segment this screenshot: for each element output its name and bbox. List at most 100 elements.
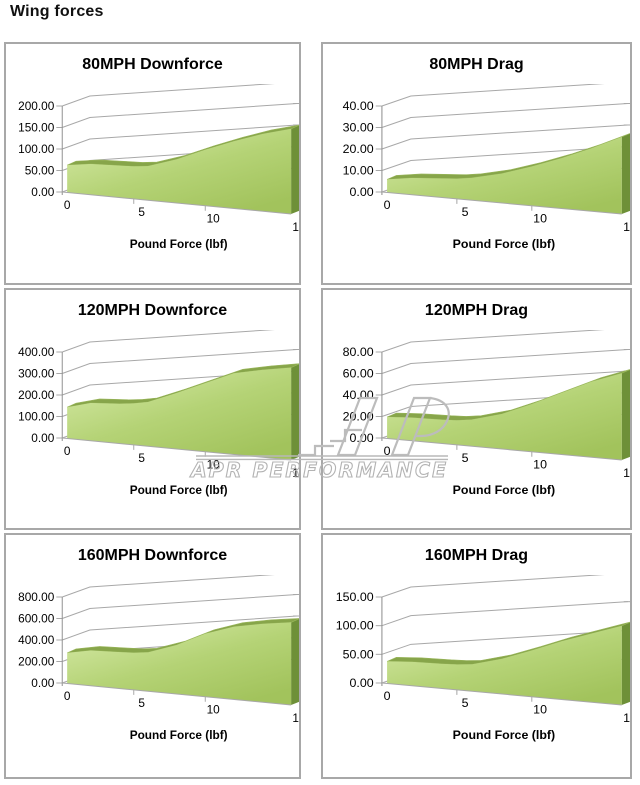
svg-text:10.00: 10.00 (343, 164, 374, 178)
x-tick-labels: 0 5 10 16 (384, 444, 630, 480)
x-tick-labels: 0 5 10 16 (64, 198, 299, 234)
chart-plot-area: 0 5 10 16 0.00 10.00 20.00 30.00 40.00 Pound Forc… (323, 84, 630, 283)
y-tick-labels: 0.00 100.00 200.00 300.00 400.00 (18, 345, 55, 445)
chart-plot-80mph-drag: 0 5 10 16 0.00 10.00 20.00 30.00 40.00 Pound Forc… (343, 84, 630, 251)
area-side-face (621, 369, 630, 460)
svg-text:16: 16 (623, 466, 630, 480)
area-side-face (621, 622, 630, 705)
svg-text:20.00: 20.00 (343, 410, 374, 424)
y-tick-labels: 0.00 50.00 100.00 150.00 (336, 590, 374, 690)
chart-plot-120mph-drag: 0 5 10 16 0.00 20.00 40.00 60.00 80.00 Pound Forc… (343, 330, 630, 497)
chart-panel-120mph-drag: 120MPH Drag 0 5 10 16 0.00 20.00 40.00 60.00 80.… (321, 288, 632, 530)
x-tick-labels: 0 5 10 16 (384, 689, 630, 725)
svg-text:200.00: 200.00 (18, 99, 55, 113)
svg-text:16: 16 (623, 711, 630, 725)
svg-text:200.00: 200.00 (18, 388, 55, 402)
chart-title: 160MPH Drag (424, 547, 529, 564)
chart-panel-160mph-downforce: 160MPH Downforce 0 5 10 16 0.00 200.00 400.00 6… (4, 533, 301, 779)
x-axis-title: Pound Force (lbf) (453, 483, 556, 497)
x-tick-labels: 0 5 10 16 (64, 444, 299, 480)
chart-title: 80MPH Downforce (82, 56, 223, 73)
x-tick-labels: 0 5 10 16 (384, 198, 630, 234)
chart-plot-area: 0 5 10 16 0.00 100.00 200.00 300.00 400.00 Pound … (6, 330, 299, 528)
y-tick-labels: 0.00 10.00 20.00 30.00 40.00 (343, 99, 374, 199)
svg-text:5: 5 (462, 205, 469, 219)
svg-text:10: 10 (207, 212, 221, 226)
svg-text:10: 10 (533, 703, 547, 717)
chart-title: 120MPH Downforce (77, 302, 228, 319)
svg-text:16: 16 (292, 220, 299, 234)
chart-plot-160mph-downforce: 0 5 10 16 0.00 200.00 400.00 600.00 800.00 Pound … (18, 575, 299, 742)
chart-plot-80mph-downforce: 0 5 10 16 0.00 50.00 100.00 150.00 200.00 Pound F… (18, 84, 299, 251)
svg-text:0.00: 0.00 (350, 431, 374, 445)
svg-text:0: 0 (64, 444, 71, 458)
svg-text:0: 0 (384, 198, 391, 212)
chart-plot-area: 0 5 10 16 0.00 50.00 100.00 150.00 Pound Force (… (323, 575, 630, 777)
area-top-ribbon (67, 363, 299, 408)
svg-text:0: 0 (64, 689, 71, 703)
x-axis-title: Pound Force (lbf) (130, 483, 228, 497)
x-axis-title: Pound Force (lbf) (130, 237, 228, 251)
chart-panel-80mph-downforce: 80MPH Downforce 0 5 10 16 0.00 50.00 100.00 150… (4, 42, 301, 285)
svg-text:10: 10 (207, 703, 221, 717)
area-side-face (621, 133, 630, 214)
svg-text:0.00: 0.00 (31, 431, 54, 445)
svg-text:600.00: 600.00 (18, 611, 55, 625)
svg-text:300.00: 300.00 (18, 366, 55, 380)
chart-panel-120mph-downforce: 120MPH Downforce 0 5 10 16 0.00 100.00 200.00 3… (4, 288, 301, 530)
svg-text:60.00: 60.00 (343, 367, 374, 381)
svg-text:50.00: 50.00 (25, 163, 55, 177)
chart-title: 160MPH Downforce (77, 547, 228, 564)
area-side-face (291, 125, 299, 214)
svg-text:100.00: 100.00 (18, 142, 55, 156)
svg-text:80.00: 80.00 (343, 345, 374, 359)
x-axis (62, 682, 292, 706)
svg-text:40.00: 40.00 (343, 388, 374, 402)
chart-panel-80mph-drag: 80MPH Drag 0 5 10 16 0.00 10.00 20.00 30.00 40.0… (321, 42, 632, 285)
svg-text:200.00: 200.00 (18, 654, 55, 668)
svg-text:10: 10 (207, 458, 221, 472)
chart-plot-160mph-drag: 0 5 10 16 0.00 50.00 100.00 150.00 Pound Force (… (336, 575, 630, 742)
chart-plot-area: 0 5 10 16 0.00 50.00 100.00 150.00 200.00 Pound F… (6, 84, 299, 283)
area-front-face (387, 137, 622, 214)
svg-text:40.00: 40.00 (343, 99, 374, 113)
svg-text:5: 5 (462, 451, 469, 465)
svg-text:0.00: 0.00 (350, 185, 374, 199)
svg-text:0: 0 (384, 689, 391, 703)
x-axis (62, 191, 292, 215)
y-tick-labels: 0.00 20.00 40.00 60.00 80.00 (343, 345, 374, 445)
svg-text:16: 16 (292, 466, 299, 480)
y-tick-labels: 0.00 200.00 400.00 600.00 800.00 (18, 590, 55, 690)
svg-text:5: 5 (462, 696, 469, 710)
x-axis (381, 682, 622, 706)
svg-text:30.00: 30.00 (343, 121, 374, 135)
x-axis-title: Pound Force (lbf) (453, 237, 556, 251)
svg-text:10: 10 (533, 458, 547, 472)
chart-panel-160mph-drag: 160MPH Drag 0 5 10 16 0.00 50.00 100.00 150.00 P… (321, 533, 632, 779)
chart-title: 120MPH Drag (424, 302, 529, 319)
page-title: Wing forces (10, 3, 104, 20)
x-axis-title: Pound Force (lbf) (130, 728, 228, 742)
chart-plot-area: 0 5 10 16 0.00 20.00 40.00 60.00 80.00 Pound Forc… (323, 330, 630, 528)
svg-text:5: 5 (138, 451, 145, 465)
area-front-face (387, 373, 622, 460)
svg-text:100.00: 100.00 (18, 409, 55, 423)
svg-text:0.00: 0.00 (350, 676, 374, 690)
chart-plot-120mph-downforce: 0 5 10 16 0.00 100.00 200.00 300.00 400.00 Pound … (18, 330, 299, 497)
area-side-face (291, 364, 299, 460)
svg-text:800.00: 800.00 (18, 590, 55, 604)
svg-text:150.00: 150.00 (336, 590, 374, 604)
area-front-face (67, 128, 292, 214)
area-top-ribbon (67, 124, 299, 167)
svg-text:16: 16 (292, 711, 299, 725)
area-top-ribbon (67, 618, 299, 654)
chart-plot-area: 0 5 10 16 0.00 200.00 400.00 600.00 800.00 Pound … (6, 575, 299, 777)
svg-text:20.00: 20.00 (343, 142, 374, 156)
area-front-face (67, 367, 292, 460)
svg-text:50.00: 50.00 (343, 648, 374, 662)
area-front-face (67, 622, 292, 705)
area-top-ribbon (386, 621, 630, 665)
svg-text:0: 0 (64, 198, 71, 212)
x-tick-labels: 0 5 10 16 (64, 689, 299, 725)
svg-text:5: 5 (138, 205, 145, 219)
